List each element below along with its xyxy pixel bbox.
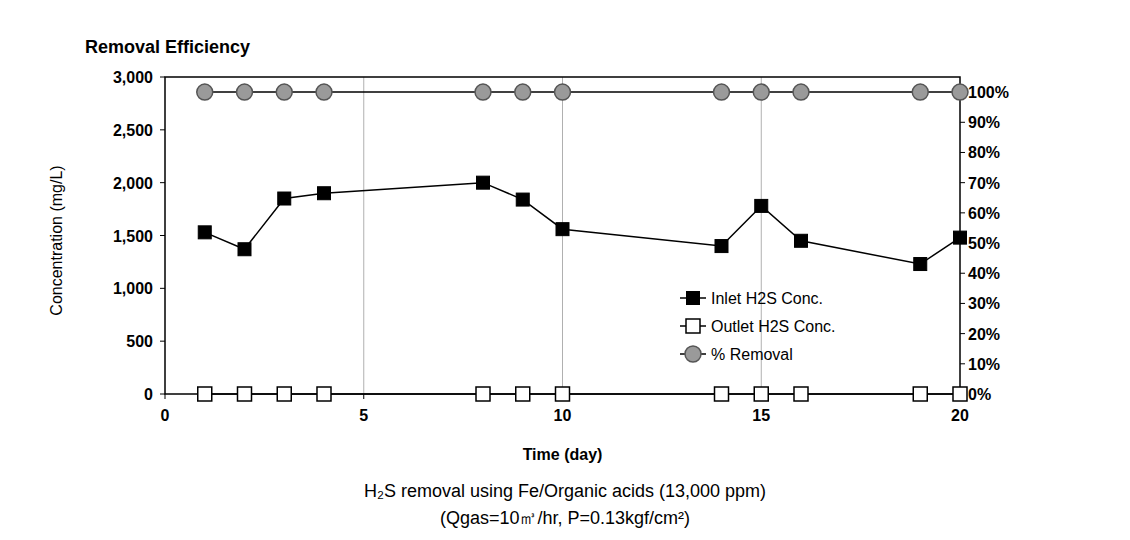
y2-tick-label: 20% — [968, 326, 1000, 343]
marker — [755, 199, 768, 212]
plot-area — [197, 84, 968, 401]
x-tick-label: 15 — [752, 407, 770, 424]
marker — [516, 193, 529, 206]
marker — [318, 187, 331, 200]
marker — [715, 240, 728, 253]
marker — [198, 226, 211, 239]
y2-tick-label: 80% — [968, 144, 1000, 161]
marker — [795, 234, 808, 247]
x-tick-label: 10 — [554, 407, 572, 424]
marker — [793, 84, 809, 100]
marker — [953, 387, 967, 401]
marker — [952, 84, 968, 100]
y2-tick-label: 40% — [968, 265, 1000, 282]
y2-tick-label: 30% — [968, 295, 1000, 312]
marker — [516, 387, 530, 401]
marker — [754, 387, 768, 401]
y-tick-label: 1,500 — [113, 228, 153, 245]
y2-tick-label: 100% — [968, 84, 1009, 101]
marker — [276, 84, 292, 100]
y2-tick-label: 90% — [968, 114, 1000, 131]
legend-label: Outlet H2S Conc. — [711, 318, 836, 335]
x-tick-label: 0 — [161, 407, 170, 424]
y-tick-label: 0 — [144, 386, 153, 403]
marker — [317, 387, 331, 401]
marker — [237, 84, 253, 100]
legend-marker — [685, 346, 701, 362]
marker — [556, 387, 570, 401]
legend-marker — [687, 292, 700, 305]
legend-label: % Removal — [711, 346, 793, 363]
caption: (Qgas=10㎥/hr, P=0.13kgf/cm²) — [440, 508, 690, 528]
marker — [197, 84, 213, 100]
marker — [238, 387, 252, 401]
marker — [715, 387, 729, 401]
marker — [238, 243, 251, 256]
marker — [954, 231, 967, 244]
title: Removal Efficiency — [85, 37, 250, 57]
legend-label: Inlet H2S Conc. — [711, 290, 823, 307]
x-axis-label: Time (day) — [523, 446, 603, 463]
grid-line — [363, 77, 364, 394]
marker — [515, 84, 531, 100]
marker — [913, 387, 927, 401]
marker — [555, 84, 571, 100]
marker — [475, 84, 491, 100]
marker — [198, 387, 212, 401]
marker — [794, 387, 808, 401]
chart: Removal Efficiency 0 5 10 15 20 0 500 1,000 1,500… — [0, 0, 1130, 540]
plot-frame — [165, 77, 960, 394]
x-tick-label: 5 — [359, 407, 368, 424]
y-tick-label: 2,500 — [113, 122, 153, 139]
y2-tick-label: 10% — [968, 356, 1000, 373]
y2-tick-label: 0% — [968, 386, 991, 403]
marker — [914, 258, 927, 271]
y2-tick-label: 60% — [968, 205, 1000, 222]
marker — [714, 84, 730, 100]
marker — [278, 192, 291, 205]
x-tick-label: 20 — [951, 407, 969, 424]
y-tick-label: 2,000 — [113, 175, 153, 192]
series-line — [205, 183, 960, 264]
marker — [753, 84, 769, 100]
marker — [912, 84, 928, 100]
y2-tick-label: 50% — [968, 235, 1000, 252]
y-tick-label: 3,000 — [113, 69, 153, 86]
caption: H₂S removal using Fe/Organic acids (13,0… — [364, 481, 766, 501]
y2-tick-label: 70% — [968, 175, 1000, 192]
marker — [277, 387, 291, 401]
marker — [316, 84, 332, 100]
y-tick-label: 1,000 — [113, 280, 153, 297]
marker — [556, 223, 569, 236]
y-axis-label: Concentration (mg/L) — [48, 165, 65, 315]
legend-marker — [686, 319, 700, 333]
marker — [477, 176, 490, 189]
y-tick-label: 500 — [126, 333, 153, 350]
marker — [476, 387, 490, 401]
